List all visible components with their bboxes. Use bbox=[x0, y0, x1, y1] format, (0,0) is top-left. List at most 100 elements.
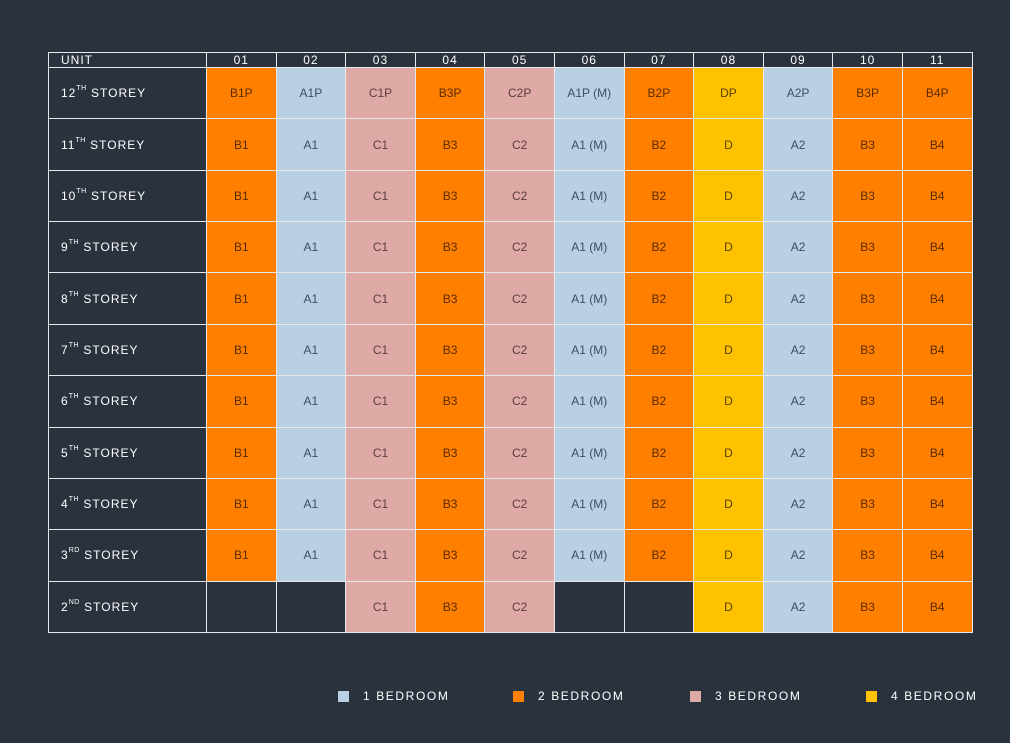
unit-type-cell: A2 bbox=[762, 118, 834, 171]
storey-number: 8 bbox=[61, 291, 69, 306]
storey-ordinal-suffix: TH bbox=[68, 393, 80, 401]
legend-label: 2 BEDROOM bbox=[538, 689, 625, 703]
unit-type-cell: C2 bbox=[484, 477, 555, 531]
unit-type-cell: B2 bbox=[623, 221, 695, 274]
empty-unit-cell bbox=[623, 580, 695, 634]
unit-type-cell: C2 bbox=[484, 118, 555, 171]
unit-type-cell: B4 bbox=[901, 169, 973, 223]
unit-type-cell: B3P bbox=[414, 66, 486, 120]
storey-ordinal-suffix: TH bbox=[68, 496, 80, 504]
storey-label: 6TH STOREY bbox=[48, 375, 207, 428]
unit-column-header: 09 bbox=[762, 52, 834, 68]
storey-label: 10TH STOREY bbox=[48, 169, 207, 223]
storey-label: 5TH STOREY bbox=[48, 426, 207, 479]
storey-word: STOREY bbox=[91, 86, 147, 101]
unit-type-cell: A2 bbox=[762, 375, 834, 428]
unit-type-cell: B3 bbox=[414, 323, 486, 377]
unit-type-cell: C1 bbox=[345, 426, 416, 479]
empty-unit-cell bbox=[553, 580, 625, 634]
unit-type-cell: B2 bbox=[623, 323, 695, 377]
storey-ordinal-suffix: TH bbox=[68, 239, 80, 247]
unit-column-header: 03 bbox=[345, 52, 416, 68]
storey-label: 7TH STOREY bbox=[48, 323, 207, 377]
unit-type-cell: C2 bbox=[484, 169, 555, 223]
unit-type-cell: D bbox=[693, 118, 764, 171]
unit-type-cell: B3 bbox=[414, 118, 486, 171]
unit-header: UNIT bbox=[48, 52, 207, 68]
storey-row: 4TH STOREY B1 A1 C1 B3 C2 A1 (M) B2 D A2 B3 B4 bbox=[48, 477, 973, 531]
unit-type-cell: B1 bbox=[206, 272, 277, 325]
bedroom-legend: 1 BEDROOM 2 BEDROOM 3 BEDROOM 4 BEDROOM bbox=[0, 689, 1010, 705]
storey-word: STOREY bbox=[83, 445, 139, 460]
unit-type-cell: A1 (M) bbox=[553, 375, 625, 428]
storey-row: 8TH STOREY B1 A1 C1 B3 C2 A1 (M) B2 D A2 B3 B4 bbox=[48, 272, 973, 325]
unit-type-cell: B4 bbox=[901, 221, 973, 274]
storey-label: 4TH STOREY bbox=[48, 477, 207, 531]
unit-type-cell: B3 bbox=[832, 529, 903, 582]
unit-type-cell: B4 bbox=[901, 272, 973, 325]
storey-ordinal-suffix: TH bbox=[76, 187, 87, 195]
unit-type-cell: A1 (M) bbox=[553, 118, 625, 171]
storey-number: 11 bbox=[61, 137, 76, 152]
unit-type-cell: B4 bbox=[901, 323, 973, 377]
legend-item: 2 BEDROOM bbox=[513, 689, 624, 703]
unit-type-cell: C2 bbox=[484, 323, 555, 377]
unit-type-cell: B4 bbox=[901, 375, 973, 428]
storey-row: 6TH STOREY B1 A1 C1 B3 C2 A1 (M) B2 D A2 B3 B4 bbox=[48, 375, 973, 428]
storey-word: STOREY bbox=[83, 497, 139, 512]
storey-row: 5TH STOREY B1 A1 C1 B3 C2 A1 (M) B2 D A2 B3 B4 bbox=[48, 426, 973, 479]
legend-label: 4 BEDROOM bbox=[891, 689, 978, 703]
header-row: UNIT 01 02 03 04 05 06 07 08 09 10 11 bbox=[48, 52, 973, 68]
unit-type-cell: B3 bbox=[414, 426, 486, 479]
unit-type-cell: A1 bbox=[275, 118, 347, 171]
unit-type-cell: B1 bbox=[206, 375, 277, 428]
unit-type-cell: A1 bbox=[275, 375, 347, 428]
storey-row: 10TH STOREY B1 A1 C1 B3 C2 A1 (M) B2 D A2 B3 B4 bbox=[48, 169, 973, 223]
unit-type-cell: B1 bbox=[206, 323, 277, 377]
storey-label: 11TH STOREY bbox=[48, 118, 207, 171]
unit-type-cell: A1 (M) bbox=[553, 323, 625, 377]
unit-mix-table: UNIT 01 02 03 04 05 06 07 08 09 10 11 12TH STOREY B… bbox=[48, 52, 973, 634]
unit-type-cell: B3 bbox=[832, 272, 903, 325]
unit-type-cell: A2 bbox=[762, 272, 834, 325]
unit-type-cell: A1P (M) bbox=[553, 66, 625, 120]
storey-word: STOREY bbox=[83, 394, 139, 409]
unit-type-cell: C2 bbox=[484, 529, 555, 582]
unit-type-cell: B3 bbox=[832, 323, 903, 377]
storey-word: STOREY bbox=[90, 137, 146, 152]
unit-type-cell: B4 bbox=[901, 529, 973, 582]
unit-type-cell: B1 bbox=[206, 529, 277, 582]
unit-type-cell: B4 bbox=[901, 580, 973, 634]
storey-row: 12TH STOREY B1P A1P C1P B3P C2P A1P (M) B2P DP A2… bbox=[48, 66, 973, 120]
unit-column-header: 10 bbox=[832, 52, 903, 68]
storey-label: 8TH STOREY bbox=[48, 272, 207, 325]
unit-type-cell: B3 bbox=[414, 375, 486, 428]
storey-number: 10 bbox=[61, 188, 77, 203]
unit-type-cell: C1 bbox=[345, 118, 416, 171]
storey-row: 11TH STOREY B1 A1 C1 B3 C2 A1 (M) B2 D A2 B3 B4 bbox=[48, 118, 973, 171]
storey-row: 7TH STOREY B1 A1 C1 B3 C2 A1 (M) B2 D A2 B3 B4 bbox=[48, 323, 973, 377]
unit-type-cell: C1 bbox=[345, 221, 416, 274]
unit-column-header: 06 bbox=[553, 52, 625, 68]
storey-number: 3 bbox=[61, 548, 69, 563]
unit-type-cell: D bbox=[693, 580, 764, 634]
legend-item: 1 BEDROOM bbox=[338, 689, 449, 703]
storey-label: 2ND STOREY bbox=[48, 580, 207, 634]
storey-label: 9TH STOREY bbox=[48, 221, 207, 274]
unit-type-cell: B3 bbox=[832, 221, 903, 274]
unit-type-cell: B4 bbox=[901, 477, 973, 531]
storey-label: 3RD STOREY bbox=[48, 529, 207, 582]
unit-type-cell: B3 bbox=[414, 477, 486, 531]
unit-type-cell: A2 bbox=[762, 323, 834, 377]
unit-type-cell: B2 bbox=[623, 375, 695, 428]
unit-type-cell: A1 (M) bbox=[553, 477, 625, 531]
legend-swatch bbox=[513, 690, 524, 702]
storey-row: 3RD STOREY B1 A1 C1 B3 C2 A1 (M) B2 D A2 B3 B4 bbox=[48, 529, 973, 582]
empty-unit-cell bbox=[206, 580, 277, 634]
unit-type-cell: A2 bbox=[762, 426, 834, 479]
unit-type-cell: B3 bbox=[414, 169, 486, 223]
empty-unit-cell bbox=[275, 580, 347, 634]
unit-type-cell: A2P bbox=[762, 66, 834, 120]
unit-type-cell: A1 (M) bbox=[553, 426, 625, 479]
unit-type-cell: A1 (M) bbox=[553, 221, 625, 274]
